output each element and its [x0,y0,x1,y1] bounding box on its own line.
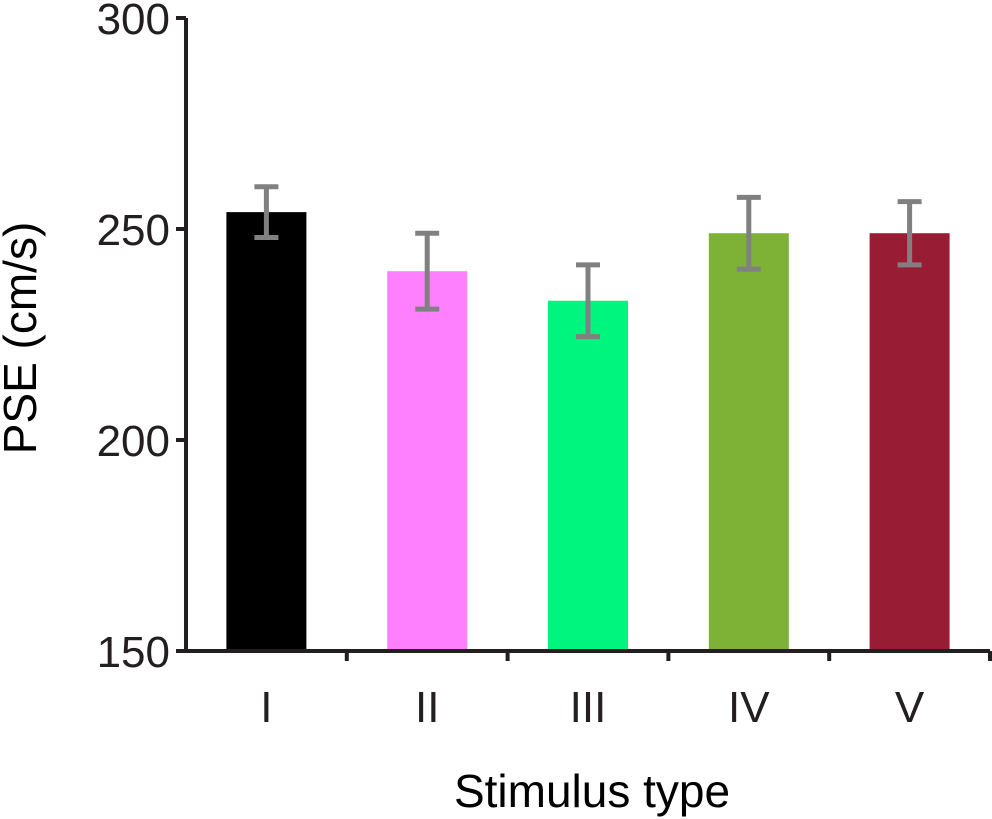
bar-4 [708,233,789,651]
x-tick-label-3: III [570,683,607,732]
error-bar-2 [415,230,440,312]
error-bar-4 [736,194,761,272]
x-axis-title: Stimulus type [454,765,730,817]
x-tick-label-1: I [260,683,272,732]
y-tick-label-300: 300 [97,0,170,44]
x-tick-label-5: V [895,683,925,732]
y-axis-title: PSE (cm/s) [0,222,46,455]
bar-5 [869,233,950,651]
error-bar-5 [897,199,922,268]
x-tick-label-4: IV [728,683,770,732]
axes-group [176,16,992,661]
error-bar-1 [254,184,279,240]
error-bar-3 [576,262,600,340]
error-bars-group [254,184,922,340]
y-tick-label-200: 200 [97,417,170,466]
x-tick-label-2: II [415,683,439,732]
bar-2 [387,271,468,651]
bar-1 [226,212,307,651]
y-tick-label-250: 250 [97,206,170,255]
bars-group [226,212,950,651]
y-tick-label-150: 150 [97,628,170,677]
bar-3 [548,300,628,651]
